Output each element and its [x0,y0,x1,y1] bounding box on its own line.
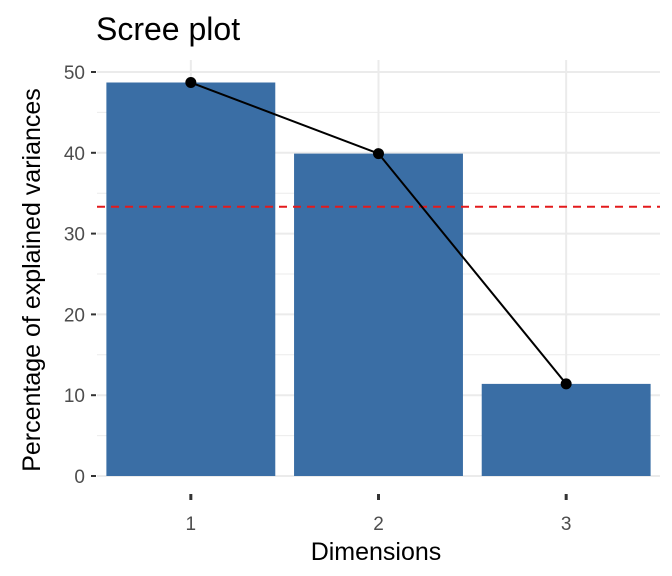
x-tick-label: 1 [186,514,197,535]
point-1 [185,77,197,89]
y-tick-label: 50 [64,63,85,84]
bar-3 [481,383,651,476]
y-tick-label: 10 [64,386,85,407]
line-overlay [185,77,572,390]
y-axis: 0 10 20 30 40 50 [64,63,96,488]
y-tick-label: 40 [64,144,85,165]
x-axis: 1 2 3 [186,494,572,535]
bar-1 [106,82,276,476]
point-2 [373,148,384,160]
point-3 [560,378,572,390]
x-axis-title: Dimensions [311,538,442,566]
bar-2 [294,153,463,476]
y-tick-label: 20 [64,305,85,326]
y-tick-label: 30 [64,225,85,246]
y-tick-label: 0 [74,467,85,488]
y-axis-title: Percentage of explained variances [18,88,46,472]
x-tick-label: 3 [561,514,572,535]
x-tick-label: 2 [373,514,384,535]
chart-title: Scree plot [96,11,240,47]
